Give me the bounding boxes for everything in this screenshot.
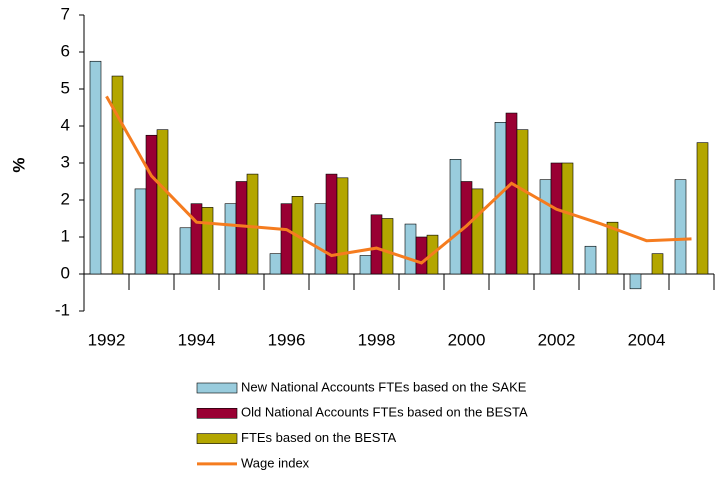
bar: [190, 203, 203, 275]
y-axis-label: %: [9, 157, 28, 172]
bar: [269, 253, 282, 275]
legend-swatch: [196, 382, 238, 394]
legend-label: Wage index: [241, 455, 310, 470]
bar: [89, 60, 102, 275]
legend-label: Old National Accounts FTEs based on the …: [241, 405, 528, 420]
y-tick-label: 0: [61, 263, 70, 282]
x-tick-label: 2004: [628, 330, 666, 349]
bar: [550, 162, 563, 275]
y-tick-label: 2: [61, 189, 70, 208]
x-tick-label: 1992: [88, 330, 126, 349]
bar: [584, 245, 597, 275]
bar: [629, 273, 642, 290]
bar: [674, 179, 687, 275]
bar: [325, 173, 338, 275]
bar: [235, 181, 248, 275]
bar: [449, 159, 462, 275]
bar: [156, 129, 169, 275]
bar: [370, 214, 383, 275]
legend-swatch: [196, 433, 238, 444]
bar: [179, 227, 192, 275]
bar: [145, 134, 158, 275]
x-tick-label: 1994: [178, 330, 216, 349]
y-tick-label: 5: [61, 78, 70, 97]
bar: [224, 203, 237, 275]
bar: [561, 162, 574, 275]
bar: [381, 218, 394, 275]
bar: [539, 179, 552, 275]
x-tick-label: 2000: [448, 330, 486, 349]
bar: [201, 207, 214, 275]
x-tick-label: 1996: [268, 330, 306, 349]
y-tick-label: 4: [61, 115, 70, 134]
x-tick-label: 2002: [538, 330, 576, 349]
bar: [606, 221, 619, 275]
y-tick-label: -1: [55, 300, 70, 319]
bar: [246, 173, 259, 275]
bar: [471, 188, 484, 275]
bar: [111, 75, 124, 275]
y-tick-label: 7: [61, 4, 70, 23]
bar: [404, 223, 417, 275]
legend-label: New National Accounts FTEs based on the …: [241, 379, 527, 394]
legend-label: FTEs based on the BESTA: [241, 430, 396, 445]
bar: [314, 203, 327, 275]
bar: [505, 112, 518, 275]
legend-swatch: [196, 407, 238, 419]
x-tick-label: 1998: [358, 330, 396, 349]
bar: [134, 188, 147, 275]
line: [105, 95, 692, 265]
bar: [280, 203, 293, 275]
y-tick-label: 6: [61, 41, 70, 60]
bar: [516, 129, 529, 275]
bar: [336, 177, 349, 275]
bar: [415, 236, 428, 275]
y-tick-label: 3: [61, 152, 70, 171]
legend: New National Accounts FTEs based on the …: [196, 379, 528, 470]
bar: [651, 253, 664, 275]
bar: [359, 255, 372, 275]
y-tick-label: 1: [61, 226, 70, 245]
bar: [696, 142, 709, 275]
